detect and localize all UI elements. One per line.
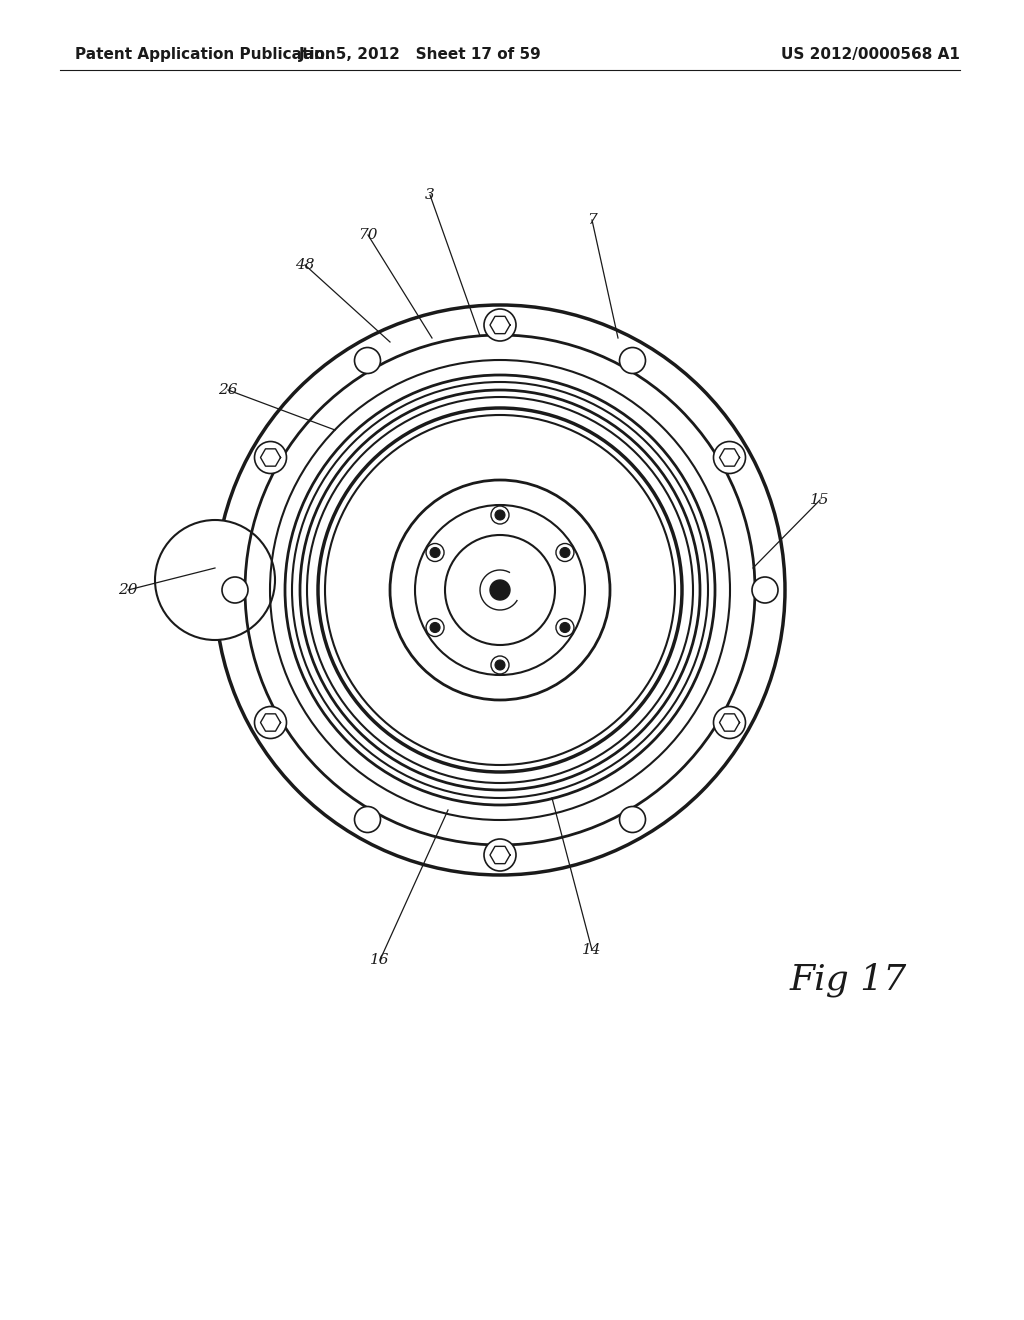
Circle shape — [430, 623, 440, 632]
Circle shape — [155, 520, 275, 640]
Text: 26: 26 — [218, 383, 238, 397]
Circle shape — [714, 706, 745, 738]
Circle shape — [426, 619, 444, 636]
Circle shape — [556, 619, 573, 636]
Circle shape — [255, 441, 287, 474]
Circle shape — [354, 807, 381, 833]
Text: 16: 16 — [371, 953, 390, 968]
Circle shape — [556, 544, 573, 561]
Circle shape — [445, 535, 555, 645]
Circle shape — [484, 309, 516, 341]
Circle shape — [490, 656, 509, 675]
Circle shape — [484, 840, 516, 871]
Text: Patent Application Publication: Patent Application Publication — [75, 48, 336, 62]
Circle shape — [495, 510, 505, 520]
Circle shape — [255, 706, 287, 738]
Text: Jan. 5, 2012   Sheet 17 of 59: Jan. 5, 2012 Sheet 17 of 59 — [299, 48, 542, 62]
Circle shape — [620, 347, 645, 374]
Text: 20: 20 — [118, 583, 138, 597]
Circle shape — [390, 480, 610, 700]
Circle shape — [560, 623, 570, 632]
Text: 14: 14 — [583, 942, 602, 957]
Circle shape — [430, 548, 440, 557]
Circle shape — [495, 660, 505, 671]
Circle shape — [215, 305, 785, 875]
Circle shape — [752, 577, 778, 603]
Circle shape — [620, 807, 645, 833]
Text: US 2012/0000568 A1: US 2012/0000568 A1 — [780, 48, 959, 62]
Circle shape — [354, 347, 381, 374]
Text: 7: 7 — [587, 213, 597, 227]
Circle shape — [426, 544, 444, 561]
Text: 48: 48 — [295, 257, 314, 272]
Text: 3: 3 — [425, 187, 435, 202]
Text: 70: 70 — [358, 228, 378, 242]
Circle shape — [222, 577, 248, 603]
Circle shape — [490, 506, 509, 524]
Circle shape — [560, 548, 570, 557]
Text: Fig 17: Fig 17 — [790, 962, 907, 997]
Text: 15: 15 — [810, 492, 829, 507]
Circle shape — [490, 579, 510, 601]
Circle shape — [714, 441, 745, 474]
